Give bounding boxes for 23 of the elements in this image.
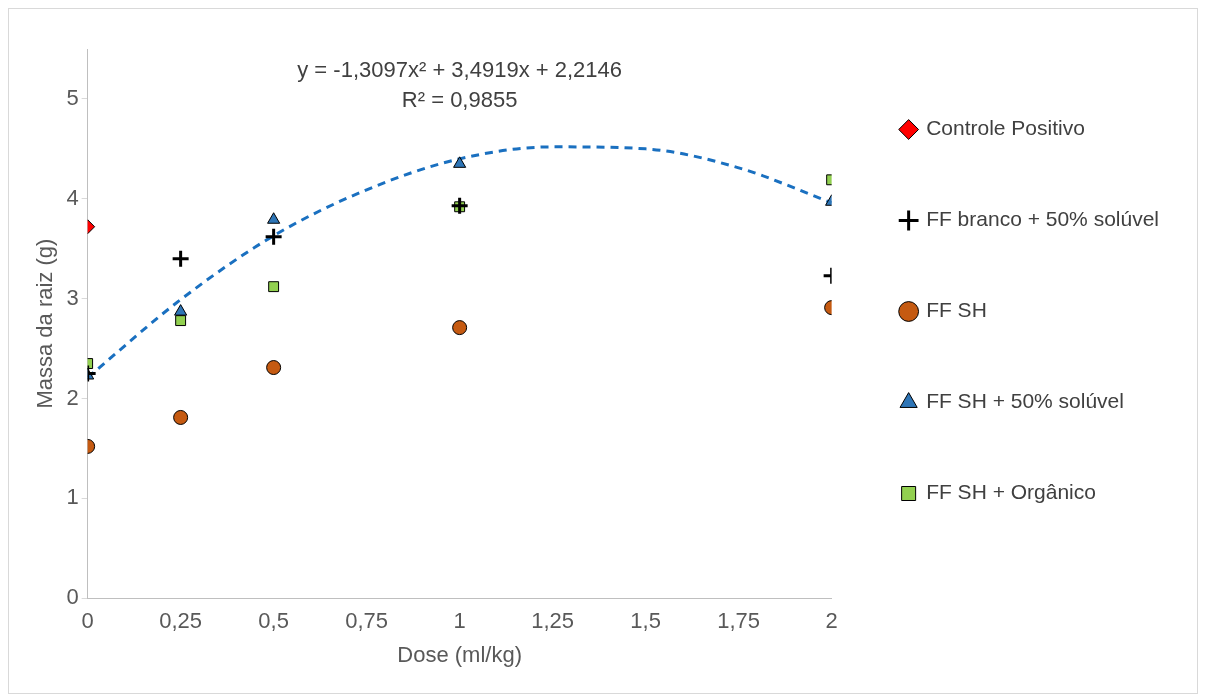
x-tick-label: 0,25 <box>159 608 203 634</box>
legend-label: FF branco + 50% solúvel <box>926 207 1160 231</box>
y-tick-label: 3 <box>66 284 79 310</box>
y-tick-label: 4 <box>66 184 79 210</box>
y-axis-title: Massa da raiz (g) <box>32 238 58 409</box>
x-tick-label: 1,5 <box>630 608 661 634</box>
x-tick-label: 1,25 <box>531 608 575 634</box>
x-tick-label: 1,75 <box>717 608 761 634</box>
legend-label: FF SH <box>926 298 987 322</box>
legend-label: FF SH + 50% solúvel <box>926 389 1124 413</box>
x-tick-label: 0,75 <box>345 608 389 634</box>
x-tick-label: 2 <box>825 608 838 634</box>
x-axis-title: Dose (ml/kg) <box>397 641 522 667</box>
legend-label: FF SH + Orgânico <box>926 480 1096 504</box>
y-tick-label: 5 <box>66 84 79 110</box>
annotation: R² = 0,9855 <box>401 87 518 112</box>
legend-label: Controle Positivo <box>926 116 1085 140</box>
annotation: y = -1,3097x² + 3,4919x + 2,2146 <box>297 57 623 82</box>
x-tick-label: 1 <box>453 608 466 634</box>
y-tick-label: 2 <box>66 384 79 410</box>
y-tick-label: 0 <box>66 584 79 610</box>
x-tick-label: 0,5 <box>258 608 289 634</box>
y-tick-label: 1 <box>66 484 79 510</box>
